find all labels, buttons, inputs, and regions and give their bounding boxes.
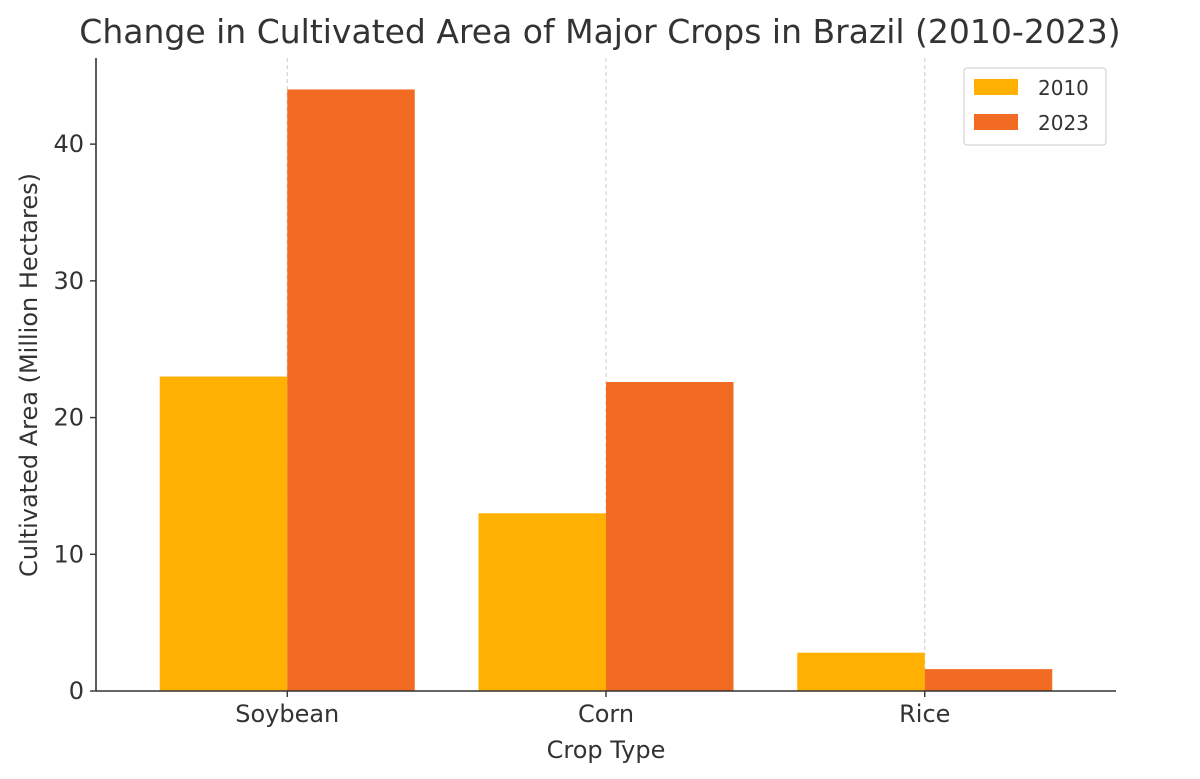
legend-label-2010: 2010 bbox=[1038, 76, 1089, 100]
chart-title: Change in Cultivated Area of Major Crops… bbox=[79, 12, 1120, 51]
y-tick-label-10: 10 bbox=[53, 540, 84, 568]
x-tick-label-corn: Corn bbox=[578, 700, 634, 728]
y-tick-label-30: 30 bbox=[53, 267, 84, 295]
legend-swatch-2010 bbox=[974, 79, 1018, 95]
x-tick-label-soybean: Soybean bbox=[235, 700, 339, 728]
legend-label-2023: 2023 bbox=[1038, 111, 1089, 135]
legend: 2010 2023 bbox=[963, 67, 1107, 146]
y-tick-label-20: 20 bbox=[53, 404, 84, 432]
bar-corn-2010 bbox=[478, 513, 606, 691]
y-tick-label-0: 0 bbox=[69, 677, 84, 705]
y-tick-label-40: 40 bbox=[53, 130, 84, 158]
bar-corn-2023 bbox=[606, 382, 734, 691]
x-ticks: Soybean Corn Rice bbox=[235, 691, 950, 728]
bar-rice-2010 bbox=[797, 652, 925, 691]
x-tick-label-rice: Rice bbox=[899, 700, 950, 728]
bar-soybean-2023 bbox=[287, 89, 415, 691]
y-axis-label: Cultivated Area (Million Hectares) bbox=[15, 173, 43, 577]
y-ticks: 0 10 20 30 40 bbox=[53, 130, 96, 705]
bar-soybean-2010 bbox=[159, 376, 288, 691]
bar-rice-2023 bbox=[924, 669, 1053, 691]
bars bbox=[159, 89, 1053, 691]
x-axis-label: Crop Type bbox=[547, 736, 666, 764]
legend-swatch-2023 bbox=[974, 114, 1018, 130]
